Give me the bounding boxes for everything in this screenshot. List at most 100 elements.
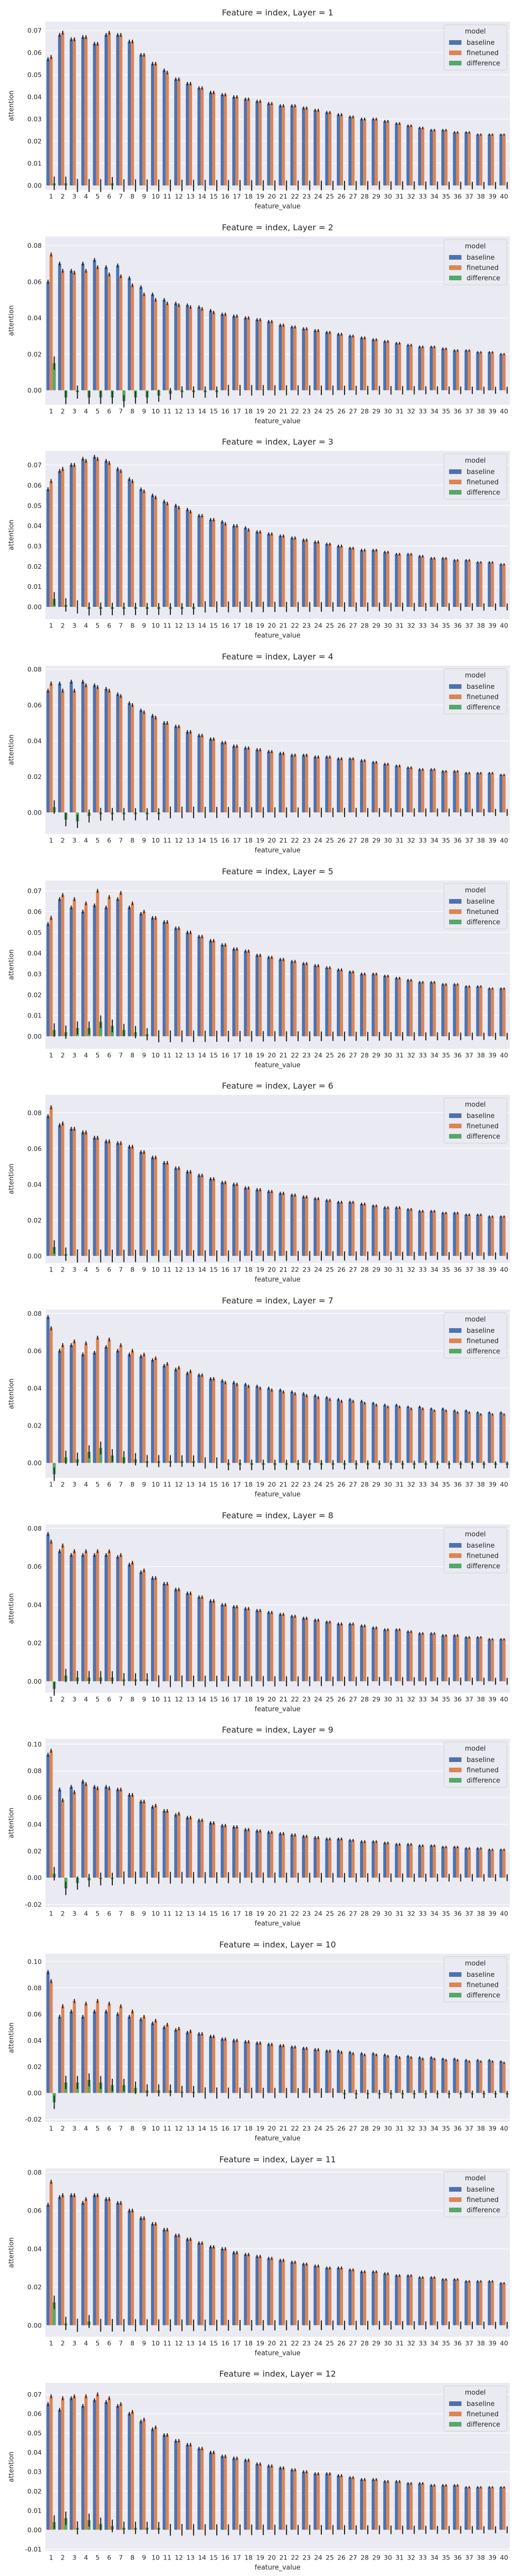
bar-baseline xyxy=(360,337,364,391)
bar-finetuned xyxy=(502,988,506,1037)
bar-baseline xyxy=(418,128,421,186)
x-tick-label: 38 xyxy=(477,837,485,844)
chart-title: Feature = index, Layer = 3 xyxy=(222,437,333,447)
x-axis-label: feature_value xyxy=(255,1061,301,1069)
bar-finetuned xyxy=(479,986,483,1037)
bar-baseline xyxy=(209,1601,212,1682)
bar-finetuned xyxy=(491,2281,494,2326)
y-tick-label: 0.08 xyxy=(27,1767,42,1775)
bar-baseline xyxy=(81,911,84,1037)
bar-baseline xyxy=(488,352,491,391)
bar-finetuned xyxy=(468,350,471,391)
y-tick-label: 0.04 xyxy=(27,1181,42,1189)
bar-baseline xyxy=(209,520,212,607)
x-tick-label: 13 xyxy=(186,193,195,200)
x-tick-label: 14 xyxy=(198,1910,206,1918)
bar-baseline xyxy=(337,1202,340,1257)
y-tick-label: 0.08 xyxy=(27,2168,42,2176)
bar-finetuned xyxy=(200,735,204,812)
chart-title: Feature = index, Layer = 8 xyxy=(222,1511,333,1520)
x-tick-label: 35 xyxy=(442,1695,450,1703)
bar-finetuned xyxy=(421,769,424,812)
plot-area xyxy=(45,1954,510,2122)
chart-panel-layer-1: Feature = index, Layer = 10.000.010.020.… xyxy=(8,8,510,211)
x-tick-label: 27 xyxy=(349,1695,357,1703)
legend-swatch-finetuned xyxy=(449,265,461,270)
bar-finetuned xyxy=(468,2281,471,2326)
bar-baseline xyxy=(406,1406,410,1463)
bar-finetuned xyxy=(305,963,308,1037)
bar-finetuned xyxy=(224,314,227,391)
y-tick-label: 0.01 xyxy=(27,2507,42,2515)
x-tick-label: 26 xyxy=(337,193,346,200)
bar-finetuned xyxy=(328,2473,332,2530)
bar-finetuned xyxy=(224,1382,227,1463)
bar-baseline xyxy=(499,1850,503,1878)
x-tick-label: 15 xyxy=(210,193,218,200)
bar-finetuned xyxy=(479,1414,483,1463)
bar-baseline xyxy=(81,682,84,812)
x-tick-label: 25 xyxy=(326,1266,334,1274)
legend-title: model xyxy=(465,457,486,465)
legend-swatch-finetuned xyxy=(449,1124,461,1129)
chart-title: Feature = index, Layer = 2 xyxy=(222,223,333,232)
x-tick-label: 10 xyxy=(151,2125,160,2132)
plot-area xyxy=(45,1310,510,1478)
bar-baseline xyxy=(348,1202,352,1257)
legend-label-baseline: baseline xyxy=(467,1971,494,1979)
bar-baseline xyxy=(185,2445,189,2530)
bar-baseline xyxy=(394,2056,398,2093)
bar-finetuned xyxy=(328,968,332,1037)
bar-baseline xyxy=(313,2049,317,2093)
bar-baseline xyxy=(337,2476,340,2530)
legend-label-difference: difference xyxy=(467,275,500,282)
x-tick-label: 35 xyxy=(442,837,450,844)
bar-finetuned xyxy=(131,2011,134,2093)
bar-baseline xyxy=(430,982,433,1037)
y-axis-label: attention xyxy=(8,735,15,765)
x-tick-label: 17 xyxy=(233,1266,241,1274)
bar-baseline xyxy=(488,988,491,1037)
y-tick-label: -0.01 xyxy=(25,2546,42,2553)
bar-baseline xyxy=(58,899,61,1037)
bar-finetuned xyxy=(96,1337,99,1463)
bar-finetuned xyxy=(119,35,123,186)
x-tick-label: 22 xyxy=(291,1051,299,1059)
x-tick-label: 5 xyxy=(95,837,99,844)
x-tick-label: 37 xyxy=(465,1481,473,1488)
bar-baseline xyxy=(337,970,340,1037)
bar-finetuned xyxy=(119,1345,123,1463)
bar-baseline xyxy=(197,307,201,391)
bar-finetuned xyxy=(421,128,424,186)
x-tick-label: 6 xyxy=(107,2554,111,2562)
x-tick-label: 6 xyxy=(107,1910,111,1918)
bar-finetuned xyxy=(270,1390,273,1463)
bar-baseline xyxy=(116,1556,119,1682)
bar-baseline xyxy=(488,2281,491,2326)
bar-baseline xyxy=(313,110,317,186)
x-tick-label: 6 xyxy=(107,1481,111,1488)
bar-finetuned xyxy=(479,1637,483,1682)
bar-baseline xyxy=(151,1807,154,1878)
x-tick-label: 15 xyxy=(210,1266,218,1274)
bar-finetuned xyxy=(282,753,285,812)
x-tick-label: 29 xyxy=(372,1695,381,1703)
y-axis-label: attention xyxy=(8,1593,15,1623)
bar-baseline xyxy=(128,278,131,391)
bar-baseline xyxy=(418,346,421,391)
legend-title: model xyxy=(465,672,486,680)
bar-finetuned xyxy=(398,2057,401,2093)
x-tick-label: 19 xyxy=(256,837,264,844)
x-axis-label: feature_value xyxy=(255,203,301,211)
x-tick-label: 22 xyxy=(291,2339,299,2347)
bar-finetuned xyxy=(142,2016,146,2093)
bar-finetuned xyxy=(235,948,239,1037)
x-tick-label: 40 xyxy=(500,1051,508,1059)
bar-finetuned xyxy=(224,1182,227,1257)
x-tick-label: 4 xyxy=(84,1051,88,1059)
chart-panel-layer-11: Feature = index, Layer = 110.000.020.040… xyxy=(8,2155,510,2357)
bar-baseline xyxy=(325,2473,329,2530)
x-tick-label: 7 xyxy=(119,1695,123,1703)
